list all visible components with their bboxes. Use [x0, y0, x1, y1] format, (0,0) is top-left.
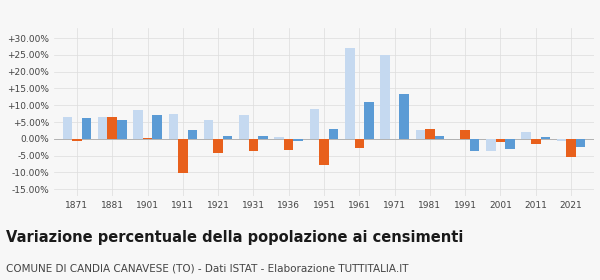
Bar — [152, 115, 162, 139]
Text: COMUNE DI CANDIA CANAVESE (TO) - Dati ISTAT - Elaborazione TUTTITALIA.IT: COMUNE DI CANDIA CANAVESE (TO) - Dati IS… — [6, 263, 409, 273]
Bar — [380, 55, 390, 139]
Bar — [143, 138, 152, 139]
Bar — [557, 139, 566, 141]
Bar — [496, 139, 505, 142]
Bar — [541, 137, 550, 139]
Bar — [400, 94, 409, 139]
Legend: Candia Canavese, Provincia di TO, Piemonte: Candia Canavese, Provincia di TO, Piemon… — [177, 0, 471, 1]
Bar — [355, 139, 364, 148]
Bar — [248, 139, 258, 151]
Bar — [62, 117, 72, 139]
Bar — [566, 139, 576, 157]
Bar — [98, 117, 107, 139]
Bar — [214, 139, 223, 153]
Bar — [133, 110, 143, 139]
Bar — [82, 118, 91, 139]
Bar — [460, 130, 470, 139]
Bar — [107, 117, 117, 139]
Bar — [576, 139, 586, 147]
Bar — [284, 139, 293, 150]
Bar — [319, 139, 329, 165]
Bar — [178, 139, 188, 173]
Bar — [416, 130, 425, 139]
Bar — [425, 129, 434, 139]
Text: Variazione percentuale della popolazione ai censimenti: Variazione percentuale della popolazione… — [6, 230, 463, 245]
Bar — [531, 139, 541, 144]
Bar — [117, 120, 127, 139]
Bar — [274, 137, 284, 139]
Bar — [293, 139, 303, 141]
Bar — [470, 139, 479, 151]
Bar — [258, 136, 268, 139]
Bar — [345, 48, 355, 139]
Bar — [434, 136, 444, 139]
Bar — [310, 109, 319, 139]
Bar — [486, 139, 496, 151]
Bar — [521, 132, 531, 139]
Bar — [169, 114, 178, 139]
Bar — [223, 136, 232, 139]
Bar — [204, 120, 214, 139]
Bar — [188, 130, 197, 139]
Bar — [239, 115, 248, 139]
Bar — [364, 102, 374, 139]
Bar — [505, 139, 515, 149]
Bar — [72, 139, 82, 141]
Bar — [329, 129, 338, 139]
